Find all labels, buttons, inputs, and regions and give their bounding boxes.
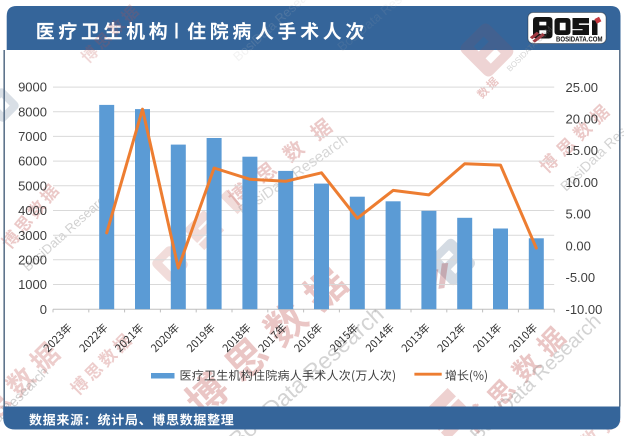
svg-text:5.00: 5.00 [566, 207, 591, 222]
svg-text:25.00: 25.00 [566, 80, 599, 95]
svg-text:4000: 4000 [18, 203, 47, 218]
svg-text:BOSIDATA.COM: BOSIDATA.COM [556, 34, 603, 43]
svg-text:15.00: 15.00 [566, 143, 599, 158]
svg-text:0.00: 0.00 [566, 238, 591, 253]
svg-text:9000: 9000 [18, 80, 47, 95]
svg-text:1000: 1000 [18, 277, 47, 292]
svg-text:-5.00: -5.00 [566, 270, 596, 285]
svg-text:2000: 2000 [18, 252, 47, 267]
svg-text:7000: 7000 [18, 129, 47, 144]
svg-text:8000: 8000 [18, 104, 47, 119]
svg-text:5000: 5000 [18, 178, 47, 193]
svg-text:3000: 3000 [18, 228, 47, 243]
svg-text:0: 0 [40, 302, 47, 317]
svg-text:6000: 6000 [18, 154, 47, 169]
svg-text:10.00: 10.00 [566, 175, 599, 190]
svg-text:-10.00: -10.00 [566, 302, 603, 317]
svg-text:20.00: 20.00 [566, 112, 599, 127]
